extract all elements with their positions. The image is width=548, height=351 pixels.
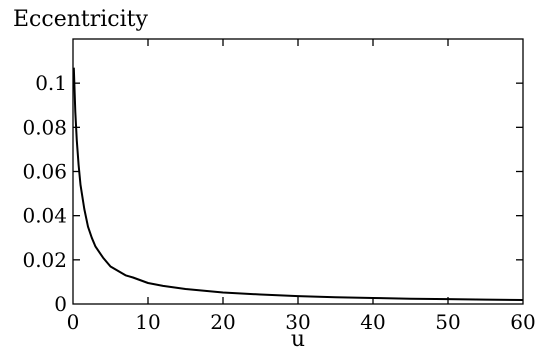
series-group (72, 67, 524, 301)
x-tick-labels: 0 10 20 30 40 50 60 (67, 310, 536, 334)
x-tick-label: 40 (360, 310, 385, 334)
plot-frame (72, 38, 524, 305)
y-tick-label: 0.1 (35, 71, 67, 95)
x-tick-label: 60 (510, 310, 535, 334)
x-tick-label: 50 (435, 310, 460, 334)
y-axis-label: Eccentricity (13, 7, 148, 32)
y-tick-label: 0 (54, 292, 67, 316)
x-axis-label: u (291, 327, 305, 351)
y-tick-label: 0.06 (22, 160, 67, 184)
x-tick-label: 0 (67, 310, 80, 334)
series-line (72, 67, 524, 301)
y-tick-label: 0.02 (22, 248, 67, 272)
x-tick-label: 30 (285, 310, 310, 334)
x-tick-label: 10 (135, 310, 160, 334)
y-tick-label: 0.08 (22, 115, 67, 139)
axis-ticks (73, 39, 523, 304)
y-tick-label: 0.04 (22, 204, 67, 228)
x-tick-label: 20 (210, 310, 235, 334)
y-tick-labels: 0 0.02 0.04 0.06 0.08 0.1 (22, 71, 67, 316)
